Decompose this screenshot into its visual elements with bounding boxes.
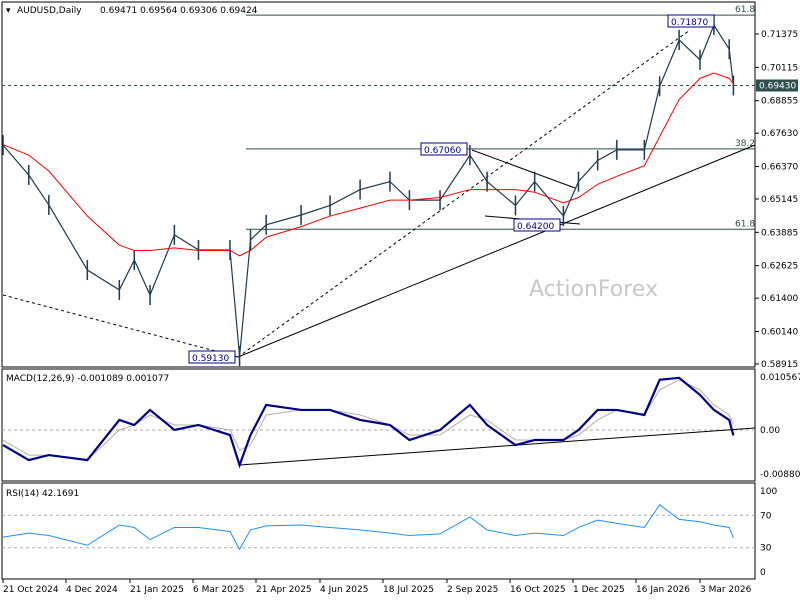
x-tick-label: 21 Jan 2025 bbox=[130, 585, 184, 595]
price-panel bbox=[1, 1, 756, 368]
symbol-title: AUDUSD,Daily bbox=[17, 6, 82, 16]
macd-title: MACD(12,26,9) -0.001089 0.001077 bbox=[6, 374, 169, 384]
rsi-y-tick-label: 30 bbox=[760, 544, 772, 554]
y-tick-label: 0.68855 bbox=[761, 97, 798, 107]
x-tick-label: 2 Sep 2025 bbox=[447, 585, 498, 595]
x-tick-label: 4 Dec 2024 bbox=[66, 585, 118, 595]
rsi-title: RSI(14) 42.1691 bbox=[6, 489, 79, 499]
dashed-trendline bbox=[2, 294, 239, 358]
y-tick-label: 0.66370 bbox=[761, 163, 798, 173]
y-tick-label: 0.65145 bbox=[761, 195, 798, 205]
signal-line bbox=[2, 379, 734, 461]
x-tick-label: 16 Oct 2025 bbox=[510, 585, 566, 595]
fib-level-label: 38.2 bbox=[735, 139, 755, 149]
x-tick-label: 21 Apr 2025 bbox=[256, 585, 312, 595]
price-label-box bbox=[667, 14, 715, 28]
x-tick-label: 18 Jul 2025 bbox=[383, 585, 434, 595]
rsi-y-tick-label: 100 bbox=[760, 487, 777, 497]
x-tick-label: 3 Mar 2026 bbox=[700, 585, 752, 595]
rsi-line bbox=[2, 504, 734, 551]
macd-trendline bbox=[239, 427, 756, 466]
current-price-tag bbox=[756, 79, 798, 92]
fib-level-label: 61.8 bbox=[735, 219, 755, 229]
x-tick-label: 6 Mar 2025 bbox=[193, 585, 244, 595]
price-label-box bbox=[420, 142, 468, 156]
x-tick-label: 16 Jan 2026 bbox=[636, 585, 690, 595]
y-tick-label: 0.67630 bbox=[761, 129, 798, 139]
y-tick-label: 0.70115 bbox=[761, 63, 798, 73]
x-tick-label: 4 Jun 2025 bbox=[320, 585, 368, 595]
dropdown-arrow-icon[interactable]: ▾ bbox=[6, 6, 11, 16]
watermark: ActionForex bbox=[529, 277, 658, 302]
fib-level-label: 61.8 bbox=[735, 5, 755, 15]
y-tick-label: 0.63885 bbox=[761, 228, 798, 238]
rsi-panel bbox=[1, 482, 756, 580]
current-price-label: 0.69430 bbox=[759, 82, 796, 92]
channel-line bbox=[471, 149, 576, 189]
x-tick-label: 21 Oct 2024 bbox=[3, 585, 59, 595]
macd-y-tick-label: 0.00 bbox=[760, 426, 780, 436]
x-tick-label: 1 Dec 2025 bbox=[573, 585, 625, 595]
macd-y-tick-label: -0.008808 bbox=[760, 470, 800, 480]
y-tick-label: 0.58915 bbox=[761, 360, 798, 370]
price-line bbox=[2, 23, 734, 357]
y-tick-label: 0.60140 bbox=[761, 328, 798, 338]
price-label: 0.59130 bbox=[192, 354, 229, 364]
price-label-box bbox=[188, 350, 236, 364]
price-label: 0.64200 bbox=[517, 222, 554, 232]
rsi-y-tick-label: 70 bbox=[760, 511, 772, 521]
moving-average-line bbox=[2, 72, 734, 257]
ohlc-readout: 0.69471 0.69564 0.69306 0.69424 bbox=[100, 6, 258, 16]
y-tick-label: 0.62625 bbox=[761, 262, 798, 272]
macd-line bbox=[2, 376, 735, 469]
support-trendline bbox=[237, 144, 756, 358]
price-label: 0.71870 bbox=[671, 18, 708, 28]
macd-panel bbox=[1, 368, 756, 482]
rsi-y-tick-label: 0 bbox=[760, 568, 766, 578]
macd-y-tick-label: 0.010567 bbox=[760, 373, 800, 383]
price-label-box bbox=[513, 218, 561, 232]
y-tick-label: 0.61400 bbox=[761, 294, 798, 304]
price-label: 0.67060 bbox=[424, 146, 461, 156]
y-tick-label: 0.71375 bbox=[761, 30, 798, 40]
dashed-trendline bbox=[237, 29, 691, 358]
